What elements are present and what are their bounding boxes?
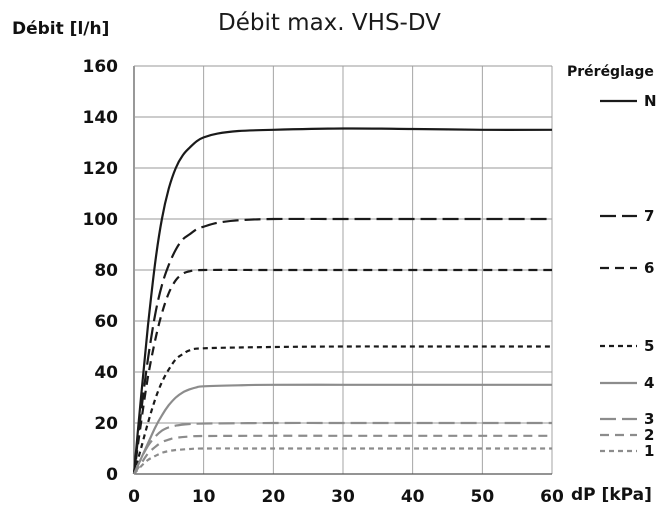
series-line-3 [133, 421, 552, 475]
y-tick-label: 140 [83, 108, 119, 128]
x-tick-label: 60 [540, 487, 564, 507]
y-axis-label: Débit [l/h] [12, 19, 110, 39]
y-tick-label: 60 [94, 312, 118, 332]
x-tick-label: 40 [401, 487, 425, 507]
y-tick-label: 100 [83, 210, 119, 230]
series-line-4 [133, 383, 552, 475]
legend: N 7 6 5 4 321 [600, 92, 657, 460]
legend-label-1: 1 [644, 442, 654, 460]
series-lines [132, 127, 553, 475]
series-line-2 [133, 434, 552, 475]
y-tick-label: 0 [106, 465, 118, 485]
legend-label-5: 5 [644, 337, 654, 355]
series-line-1 [133, 447, 552, 475]
legend-label-N: N [644, 92, 657, 110]
series-line-6 [132, 268, 552, 475]
x-tick-label: 20 [261, 487, 285, 507]
x-tick-label: 50 [470, 487, 494, 507]
x-axis-label: dP [kPa] [571, 485, 652, 505]
series-line-N [132, 127, 553, 475]
x-tick-label: 30 [331, 487, 355, 507]
x-tick-label: 10 [192, 487, 216, 507]
y-tick-label: 40 [94, 363, 118, 383]
legend-label-2: 2 [644, 426, 654, 444]
chart-title: Débit max. VHS-DV [218, 10, 441, 36]
legend-label-7: 7 [644, 207, 654, 225]
legend-label-4: 4 [644, 374, 654, 392]
x-tick-label: 0 [128, 487, 140, 507]
y-tick-label: 160 [83, 57, 119, 77]
legend-title: Préréglage [567, 64, 654, 80]
legend-label-6: 6 [644, 259, 654, 277]
tick-labels: 0 10 20 30 40 50 60 0 20 40 60 80 100 120 140 160 [83, 57, 564, 507]
legend-label-3: 3 [644, 410, 654, 428]
series-line-7 [132, 217, 552, 475]
y-tick-label: 120 [83, 159, 119, 179]
y-tick-label: 20 [94, 414, 118, 434]
y-tick-label: 80 [94, 261, 118, 281]
series-line-5 [132, 345, 552, 475]
